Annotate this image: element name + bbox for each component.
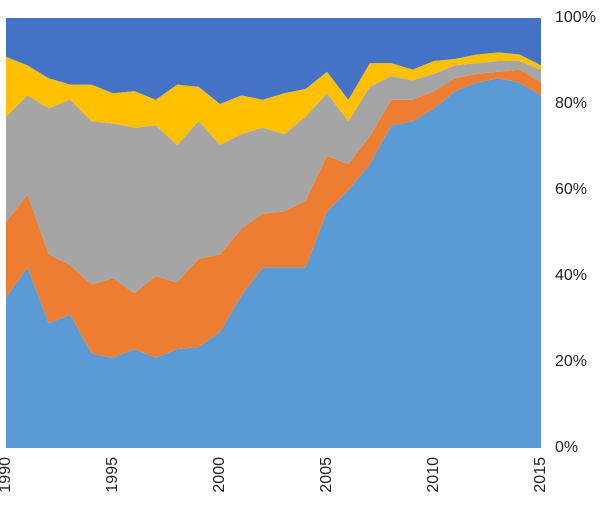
y-tick-label: 40% <box>555 267 587 284</box>
x-tick-label: 2015 <box>532 457 549 493</box>
x-tick-label: 2000 <box>211 457 228 493</box>
x-tick-label: 2010 <box>425 457 442 493</box>
y-tick-label: 20% <box>555 353 587 370</box>
y-tick-label: 0% <box>555 439 578 456</box>
y-tick-label: 60% <box>555 181 587 198</box>
area <box>6 52 541 145</box>
x-tick-label: 1995 <box>104 457 121 493</box>
y-tick-label: 100% <box>555 9 596 26</box>
area <box>6 61 541 294</box>
area <box>6 18 541 104</box>
area <box>6 78 541 448</box>
area <box>6 69 541 358</box>
y-tick-label: 80% <box>555 95 587 112</box>
x-tick-label: 2005 <box>318 457 335 493</box>
x-tick-label: 1990 <box>0 457 14 493</box>
